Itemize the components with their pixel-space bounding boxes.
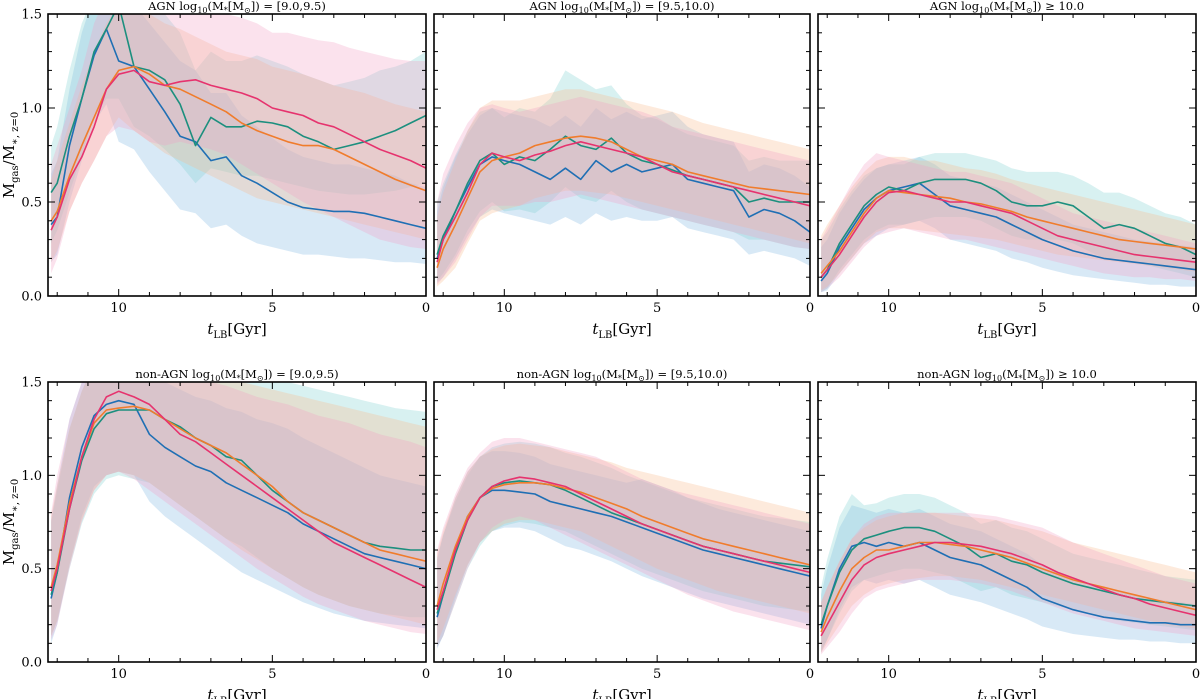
x-tick-label: 5 [653, 301, 661, 316]
band-pink [437, 438, 810, 648]
band-teal [51, 382, 426, 636]
panel-2: 10 5 0 tLB[Gyr] AGN log10(M*[M⊙]) = [9.5,10.… [433, 0, 814, 341]
x-tick-label: 5 [268, 667, 276, 682]
x-tick-label: 0 [1192, 301, 1200, 316]
line-pink [436, 476, 810, 610]
line-orange [820, 189, 1196, 274]
line-pink [820, 189, 1196, 278]
band-blue [51, 382, 426, 644]
x-tick-label: 0 [422, 301, 430, 316]
plot-area [820, 494, 1196, 655]
line-blue [50, 28, 426, 230]
x-tick-label: 0 [806, 301, 814, 316]
panel-title: AGN log10(M*[M⊙]) = [9.0,9.5) [147, 0, 326, 15]
line-pink [50, 390, 426, 592]
panel-title: AGN log10(M*[M⊙]) ≥ 10.0 [929, 0, 1084, 15]
band-pink [437, 96, 810, 285]
axes-frame [817, 381, 1197, 663]
x-tick-label: 5 [1038, 667, 1046, 682]
band-orange [437, 89, 810, 287]
plot-area [436, 70, 810, 287]
line-pink [820, 541, 1196, 637]
x-tick-label: 5 [268, 301, 276, 316]
band-teal [437, 70, 810, 282]
x-tick-label: 10 [110, 667, 127, 682]
line-orange [50, 65, 426, 222]
x-tick-label: 10 [880, 667, 897, 682]
y-tick-label: 0.0 [21, 656, 42, 671]
x-axis-label: tLB[Gyr] [977, 686, 1036, 699]
band-orange [51, 382, 426, 636]
band-pink [51, 382, 426, 640]
y-tick-label: 0.5 [21, 562, 42, 577]
x-tick-label: 0 [1192, 667, 1200, 682]
panel-6: 10 5 0 tLB[Gyr] non-AGN log10(M*[M⊙]) ≥ 10.0 [817, 367, 1200, 699]
panel-3: 10 5 0 tLB[Gyr] AGN log10(M*[M⊙]) ≥ 10.0 [817, 0, 1200, 341]
line-orange [436, 135, 810, 269]
plot-area [50, 14, 426, 274]
band-orange [51, 14, 426, 263]
line-blue [436, 156, 810, 259]
panel-title: non-AGN log10(M*[M⊙]) = [9.0,9.5) [135, 367, 338, 383]
band-blue [437, 108, 810, 283]
y-tick-label: 1.0 [21, 469, 42, 484]
x-axis-label: tLB[Gyr] [207, 320, 266, 341]
y-tick-label: 0.5 [21, 196, 42, 211]
panel-title: non-AGN log10(M*[M⊙]) ≥ 10.0 [917, 367, 1097, 383]
y-tick-label: 1.5 [21, 8, 42, 23]
x-tick-label: 5 [653, 667, 661, 682]
line-pink [50, 69, 426, 231]
panel-1: 10 5 0 0.0 0.5 1.0 1.5 Mgas/M∗, z=0 tLB[Gyr] AGN … [0, 0, 430, 341]
line-orange [820, 541, 1196, 633]
line-teal [820, 178, 1196, 278]
panel-4: 10 5 0 0.0 0.5 1.0 1.5 Mgas/M∗, z=0 tLB[Gyr] non-… [0, 367, 430, 699]
axes-frame [817, 13, 1197, 297]
x-tick-label: 0 [422, 667, 430, 682]
x-tick-label: 10 [496, 667, 513, 682]
line-teal [50, 14, 426, 194]
line-blue [820, 182, 1196, 282]
x-axis-label: tLB[Gyr] [592, 320, 651, 341]
axes-frame [433, 13, 811, 297]
x-axis-label: tLB[Gyr] [207, 686, 266, 699]
line-orange [50, 405, 426, 588]
line-blue [820, 541, 1196, 629]
band-teal [821, 494, 1196, 651]
x-axis-label: tLB[Gyr] [592, 686, 651, 699]
y-tick-label: 1.5 [21, 376, 42, 391]
x-tick-label: 5 [1038, 301, 1046, 316]
plot-area [50, 382, 426, 644]
axes-frame [47, 381, 427, 663]
x-tick-label: 0 [806, 667, 814, 682]
panel-title: AGN log10(M*[M⊙]) = [9.5,10.0) [528, 0, 714, 15]
x-tick-label: 10 [110, 301, 127, 316]
panel-5: 10 5 0 tLB[Gyr] non-AGN log10(M*[M⊙]) = [9.5… [433, 367, 814, 699]
axes-frame [433, 381, 811, 663]
band-blue [437, 451, 810, 649]
line-pink [436, 141, 810, 263]
x-axis-label: tLB[Gyr] [977, 320, 1036, 341]
plot-area [820, 153, 1196, 293]
y-tick-label: 0.0 [21, 290, 42, 305]
x-tick-label: 10 [496, 301, 513, 316]
plot-area [436, 438, 810, 649]
y-axis-label: Mgas/M∗, z=0 [0, 112, 21, 198]
y-tick-label: 1.0 [21, 102, 42, 117]
band-blue [51, 14, 426, 264]
panel-title: non-AGN log10(M*[M⊙]) = [9.5,10.0) [517, 367, 728, 383]
line-teal [436, 135, 810, 255]
y-axis-label: Mgas/M∗, z=0 [0, 479, 21, 565]
x-tick-label: 10 [880, 301, 897, 316]
axes-frame [47, 13, 427, 297]
